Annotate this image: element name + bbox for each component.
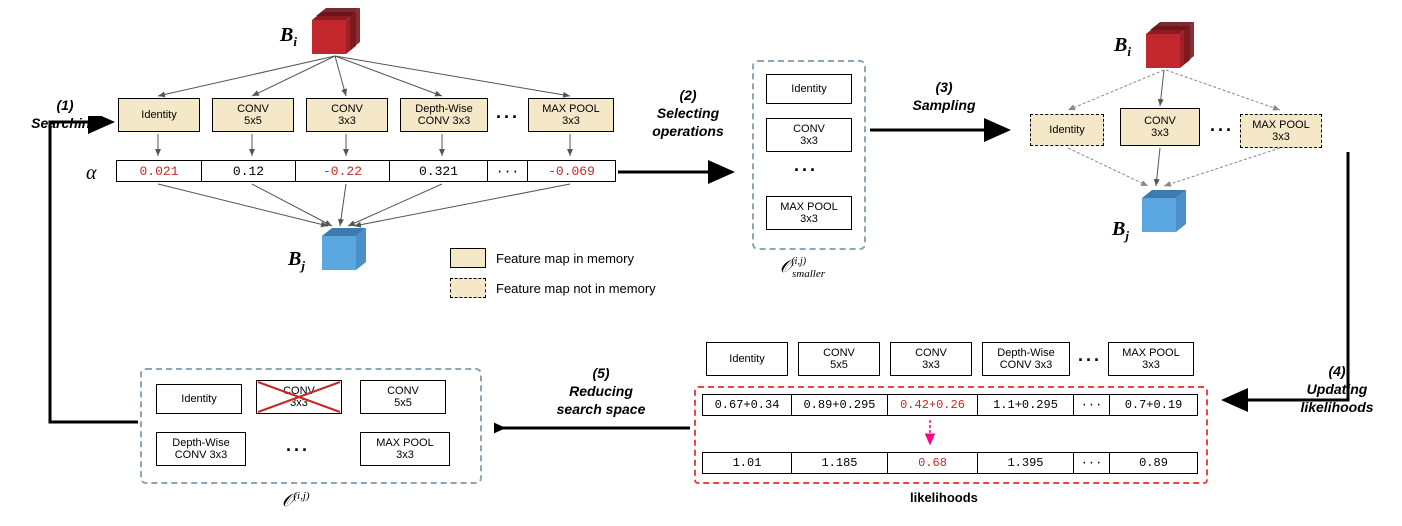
- arrow-step5: [494, 416, 694, 444]
- l2-3: 0.68: [888, 452, 978, 474]
- alpha-5: -0.069: [528, 160, 616, 182]
- arrows-ops-to-alpha: [110, 132, 630, 162]
- cube-bj-right: [1130, 184, 1200, 242]
- cross-icon: [254, 378, 344, 416]
- l1-5: 0.7+0.19: [1110, 394, 1198, 416]
- r-conv33: CONV 3x3: [1120, 108, 1200, 146]
- step-5: (5) Reducing search space: [546, 364, 656, 419]
- pink-arrow: [910, 418, 950, 450]
- lk-maxpool: MAX POOL 3x3: [1108, 342, 1194, 376]
- alpha-dots: ···: [488, 160, 528, 182]
- cube-bj: [310, 222, 380, 280]
- like-row2: 1.01 1.185 0.68 1.395 ··· 0.89: [702, 452, 1198, 474]
- op-dwconv: Depth-Wise CONV 3x3: [400, 98, 488, 132]
- legend-dashed-swatch: [450, 278, 486, 298]
- sel-maxpool: MAX POOL 3x3: [766, 196, 852, 230]
- cube-bi-right: [1134, 20, 1204, 78]
- l1-3: 0.42+0.26: [888, 394, 978, 416]
- sel-identity: Identity: [766, 74, 852, 104]
- step-3: (3) Sampling: [894, 78, 994, 114]
- legend-2: Feature map not in memory: [450, 278, 656, 298]
- lk-dots: ···: [1078, 350, 1102, 371]
- f-dots: ···: [286, 440, 310, 461]
- f-conv55: CONV 5x5: [360, 380, 446, 414]
- O-ij: 𝒪(i,j): [282, 490, 310, 511]
- alpha-row: 0.021 0.12 -0.22 0.321 ··· -0.069: [116, 160, 616, 182]
- l1-d: ···: [1074, 394, 1110, 416]
- l1-2: 0.89+0.295: [792, 394, 888, 416]
- lk-identity: Identity: [706, 342, 788, 376]
- r-maxpool: MAX POOL 3x3: [1240, 114, 1322, 148]
- O-smaller: 𝒪(i,j) smaller: [780, 256, 813, 298]
- sel-conv33: CONV 3x3: [766, 118, 852, 152]
- l2-4: 1.395: [978, 452, 1074, 474]
- arrow-step2: [616, 160, 740, 190]
- l2-2: 1.185: [792, 452, 888, 474]
- f-maxpool: MAX POOL 3x3: [360, 432, 450, 466]
- like-row1: 0.67+0.34 0.89+0.295 0.42+0.26 1.1+0.295…: [702, 394, 1198, 416]
- label-bi-r: Bi: [1114, 34, 1131, 60]
- step-2: (2) Selecting operations: [638, 86, 738, 141]
- legend-1: Feature map in memory: [450, 248, 634, 268]
- legend-solid-swatch: [450, 248, 486, 268]
- lk-conv33: CONV 3x3: [890, 342, 972, 376]
- alpha-4: 0.321: [390, 160, 488, 182]
- sel-dots: ···: [794, 160, 818, 181]
- f-identity: Identity: [156, 384, 242, 414]
- l1-1: 0.67+0.34: [702, 394, 792, 416]
- alpha-2: 0.12: [202, 160, 296, 182]
- likelihoods-label: likelihoods: [910, 490, 978, 505]
- l2-5: 0.89: [1110, 452, 1198, 474]
- op-conv55: CONV 5x5: [212, 98, 294, 132]
- l2-d: ···: [1074, 452, 1110, 474]
- arrow-step3: [868, 118, 1018, 146]
- alpha-3: -0.22: [296, 160, 390, 182]
- label-bj: Bj: [288, 248, 305, 274]
- cube-bi: [300, 6, 370, 64]
- r-dots: ···: [1210, 120, 1234, 141]
- label-bi: Bi: [280, 24, 297, 50]
- arrow-step1: [20, 116, 150, 426]
- step-4: (4) Updating likelihoods: [1282, 362, 1392, 417]
- lk-conv55: CONV 5x5: [798, 342, 880, 376]
- lk-dwconv: Depth-Wise CONV 3x3: [982, 342, 1070, 376]
- l2-1: 1.01: [702, 452, 792, 474]
- l1-4: 1.1+0.295: [978, 394, 1074, 416]
- f-dwconv: Depth-Wise CONV 3x3: [156, 432, 246, 466]
- dots-top: ···: [496, 107, 520, 128]
- op-maxpool: MAX POOL 3x3: [528, 98, 614, 132]
- label-bj-r: Bj: [1112, 218, 1129, 244]
- op-conv33: CONV 3x3: [306, 98, 388, 132]
- r-identity: Identity: [1030, 114, 1104, 146]
